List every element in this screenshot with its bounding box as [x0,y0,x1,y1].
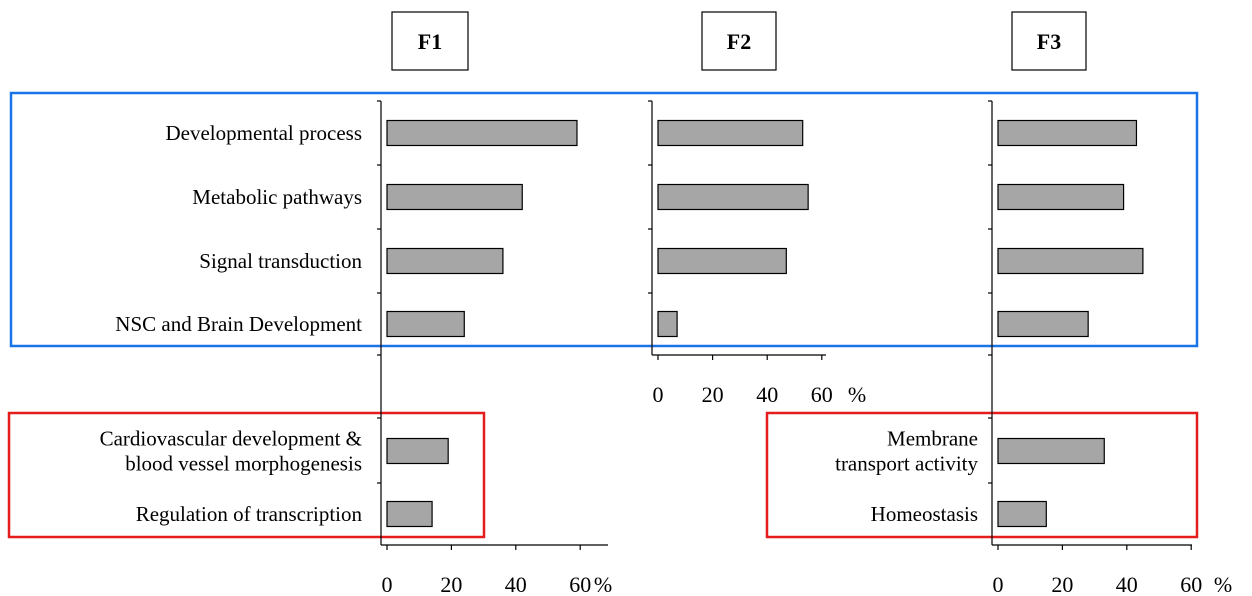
x-tick-label-f1-0: 0 [382,572,393,596]
highlight-box-f3-specific [765,411,1199,539]
panel-title-f2-text: F2 [727,29,751,54]
bar-f2-3 [657,310,678,338]
x-unit-label-f3: % [1214,572,1232,596]
bar-f3-0 [997,119,1138,147]
x-tick-label-f1-2: 40 [505,572,527,596]
bar-f3-5 [997,500,1047,528]
chart-panel-f2: 0 20 40 60% [648,100,866,407]
category-label-f1-4-line0: Cardiovascular development & [100,427,362,451]
highlight-box-f1-specific [7,411,486,539]
x-tick-label-f2-3: 60 [811,382,833,407]
bar-f1-0 [386,119,578,147]
bar-f2-1 [657,183,809,211]
panel-title-f2: F2 [701,11,777,71]
panel-title-f3-text: F3 [1037,29,1061,54]
category-label-f1-2: Signal transduction [199,249,362,273]
bar-f3-3 [997,310,1089,338]
category-label-f1-1: Metabolic pathways [192,185,362,209]
category-label-f1-4-line1: blood vessel morphogenesis [125,452,362,476]
bar-f2-0 [657,119,804,147]
highlight-box-common-terms [9,91,1199,348]
x-tick-label-f3-1: 20 [1051,572,1073,596]
bar-f1-3 [386,310,465,338]
category-label-f1-3: NSC and Brain Development [115,312,362,336]
bar-f1-5 [386,500,433,528]
bar-f2-2 [657,247,787,275]
category-label-f3-4-line0: Membrane [887,427,978,451]
panel-title-f1-text: F1 [418,29,442,54]
category-label-f1-5: Regulation of transcription [136,502,363,526]
category-label-f3-4-line1: transport activity [835,452,978,476]
x-tick-label-f3-0: 0 [993,572,1004,596]
x-tick-label-f3-2: 40 [1116,572,1138,596]
bar-f3-2 [997,247,1144,275]
category-label-f1-0: Developmental process [165,121,362,145]
bar-f3-4 [997,437,1105,465]
bar-f3-1 [997,183,1125,211]
bar-f1-4 [386,437,449,465]
category-label-f3-5: Homeostasis [871,502,978,526]
x-tick-label-f2-2: 40 [756,382,778,407]
x-tick-label-f2-1: 20 [702,382,724,407]
x-tick-label-f2-0: 0 [653,382,664,407]
bar-f1-2 [386,247,504,275]
x-unit-label-f1: % [594,572,612,596]
x-unit-label-f2: % [848,382,866,407]
x-tick-label-f1-1: 20 [440,572,462,596]
panel-title-f1: F1 [391,11,469,71]
panel-title-f3: F3 [1011,11,1087,71]
x-tick-label-f3-3: 60 [1180,572,1202,596]
bar-f1-1 [386,183,523,211]
chart-panel-f1: 0 20 40 60 % Developmental process Metabolic p… [100,100,612,596]
x-tick-label-f1-3: 60 [569,572,591,596]
